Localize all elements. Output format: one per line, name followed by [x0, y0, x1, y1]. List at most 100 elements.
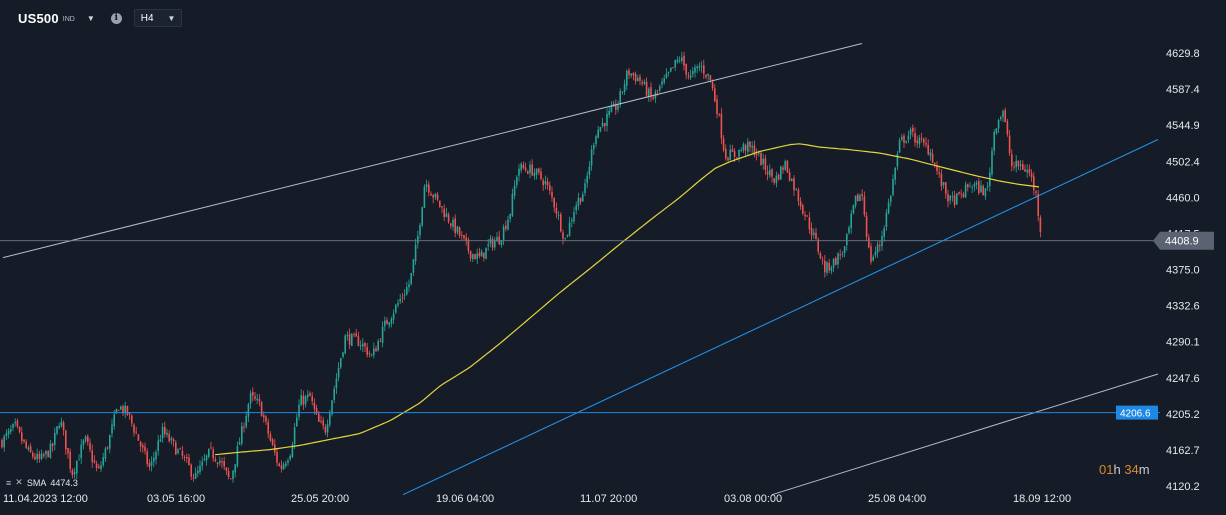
candle-body: [181, 450, 184, 456]
candle-body: [509, 213, 511, 220]
candle-body: [689, 75, 692, 78]
candle-body: [214, 459, 217, 462]
candle-body: [762, 158, 764, 165]
candle-body: [100, 465, 102, 469]
indicator-hide-icon[interactable]: ✕: [15, 477, 23, 487]
candle-body: [252, 391, 254, 396]
candle-body: [984, 188, 987, 197]
candle-body: [632, 72, 635, 76]
indicator-name: SMA: [26, 477, 47, 488]
symbol-dropdown-icon[interactable]: ▼: [86, 13, 95, 23]
candle-body: [192, 477, 195, 479]
candle-body: [696, 66, 698, 69]
candle-body: [549, 185, 551, 191]
y-tick-label: 4205.2: [1166, 409, 1200, 421]
candle-body: [357, 336, 360, 346]
candle-body: [766, 171, 769, 175]
candle-body: [241, 425, 243, 444]
candle-body: [199, 465, 201, 472]
candle-body: [135, 432, 137, 434]
candle-body: [1039, 217, 1042, 232]
level-tag-bg: [1116, 405, 1158, 420]
candle-body: [637, 78, 639, 82]
candle-body: [285, 463, 287, 466]
candle-body: [645, 81, 648, 96]
candle-body: [703, 65, 705, 74]
trendline-2[interactable]: [402, 139, 1159, 496]
candle-body: [421, 207, 423, 226]
candle-body: [709, 75, 712, 81]
trendlines-layer[interactable]: [2, 42, 1159, 496]
trendline-1[interactable]: [2, 42, 863, 259]
candle-body: [333, 388, 335, 400]
x-tick-label: 03.08 00:00: [724, 493, 782, 505]
candle-body: [511, 193, 514, 216]
toolbar: US500 IND ▼ i H4 ▼: [18, 9, 183, 27]
candle-body: [111, 424, 113, 434]
candle-body: [980, 185, 982, 193]
info-icon[interactable]: i: [110, 12, 122, 24]
candle-body: [685, 64, 687, 75]
candle-body: [403, 294, 406, 296]
candle-body: [597, 129, 599, 138]
candle-body: [40, 453, 43, 460]
candle-body: [1013, 166, 1015, 168]
candle-body: [170, 438, 173, 441]
symbol-type: IND: [62, 16, 75, 23]
candle-body: [78, 459, 80, 461]
candle-body: [1022, 164, 1024, 170]
candle-body: [1030, 173, 1033, 178]
candle-body: [113, 414, 115, 427]
candle-body: [755, 154, 758, 156]
candle-body: [786, 160, 789, 173]
candle-body: [857, 194, 859, 202]
candle-body: [546, 181, 549, 186]
candle-body: [238, 442, 241, 445]
candle-body: [848, 227, 850, 233]
indicator-legend[interactable]: ≡ ✕ SMA 4474.3: [6, 477, 78, 488]
candle-body: [172, 439, 175, 442]
candle-body: [491, 238, 494, 248]
candle-body: [12, 423, 14, 429]
candle-body: [584, 183, 586, 193]
candle-body: [784, 161, 786, 170]
candle-body: [194, 472, 197, 479]
candle-body: [881, 236, 883, 247]
candle-body: [813, 232, 815, 235]
candle-body: [861, 194, 863, 196]
candle-body: [465, 237, 467, 241]
candle-body: [344, 335, 346, 354]
timeframe-dropdown-icon: ▼: [167, 13, 176, 23]
candle-body: [115, 408, 118, 414]
candle-body: [623, 84, 626, 92]
candle-body: [753, 145, 756, 156]
candle-body: [293, 427, 296, 445]
timeframe-selector[interactable]: H4 ▼: [133, 9, 183, 27]
candle-body: [247, 404, 250, 417]
candle-body: [868, 237, 870, 248]
indicator-settings-icon[interactable]: ≡: [6, 477, 12, 488]
x-axis[interactable]: 11.04.2023 12:00 03.05 16:00 25.05 20:00 19…: [3, 493, 1071, 505]
y-axis[interactable]: 4629.84587.44544.94502.44460.04417.54375…: [1166, 48, 1200, 493]
candle-body: [412, 259, 415, 273]
candle-body: [95, 463, 98, 469]
candle-body: [934, 162, 936, 165]
candle-body: [804, 214, 806, 217]
candle-body: [219, 460, 221, 463]
candle-body: [846, 234, 848, 246]
symbol-name[interactable]: US500: [18, 10, 59, 26]
candle-body: [175, 442, 177, 455]
trendline-3[interactable]: [771, 373, 1159, 496]
candle-body: [1, 439, 3, 448]
candle-body: [850, 213, 852, 228]
candle-body: [410, 272, 412, 284]
candle-body: [819, 253, 822, 259]
y-tick-label: 4162.7: [1166, 445, 1200, 457]
candle-body: [144, 446, 146, 451]
candle-body: [698, 66, 701, 68]
y-tick-label: 4375.0: [1166, 265, 1200, 277]
indicator-value: 4474.3: [50, 477, 78, 488]
timeframe-value: H4: [140, 12, 154, 24]
